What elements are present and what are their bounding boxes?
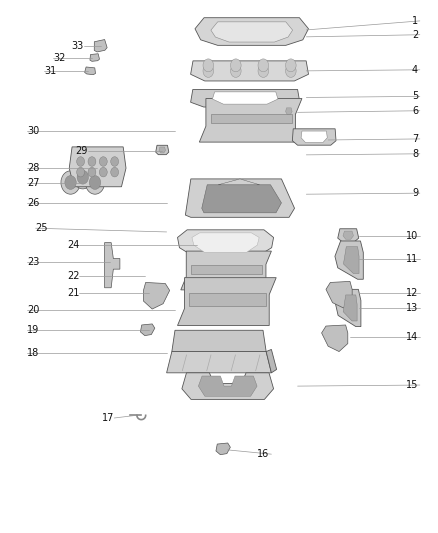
- Text: 5: 5: [412, 91, 418, 101]
- Polygon shape: [218, 179, 260, 185]
- Polygon shape: [202, 185, 282, 213]
- Polygon shape: [191, 90, 300, 107]
- Polygon shape: [182, 373, 274, 399]
- Text: 19: 19: [27, 325, 39, 335]
- Polygon shape: [266, 350, 277, 373]
- Polygon shape: [69, 147, 126, 187]
- Polygon shape: [141, 324, 155, 336]
- Polygon shape: [321, 325, 348, 352]
- Circle shape: [61, 171, 80, 194]
- Text: 2: 2: [412, 30, 418, 40]
- Text: 27: 27: [27, 177, 39, 188]
- Circle shape: [65, 175, 76, 189]
- Polygon shape: [198, 376, 257, 396]
- Polygon shape: [85, 67, 95, 75]
- Text: 13: 13: [406, 303, 418, 313]
- Polygon shape: [326, 281, 352, 308]
- Polygon shape: [185, 179, 294, 217]
- Polygon shape: [172, 330, 266, 352]
- Text: 11: 11: [406, 254, 418, 263]
- Text: 9: 9: [412, 188, 418, 198]
- Circle shape: [73, 165, 92, 189]
- Circle shape: [111, 157, 119, 166]
- Circle shape: [85, 171, 105, 194]
- Circle shape: [230, 59, 241, 72]
- Circle shape: [77, 170, 88, 184]
- Polygon shape: [199, 99, 302, 142]
- Text: 12: 12: [406, 288, 418, 298]
- Text: 28: 28: [27, 163, 39, 173]
- Polygon shape: [211, 22, 293, 42]
- Text: 6: 6: [412, 106, 418, 116]
- Text: 23: 23: [27, 257, 39, 267]
- Polygon shape: [90, 54, 99, 61]
- Circle shape: [99, 157, 107, 166]
- Circle shape: [77, 167, 85, 177]
- Polygon shape: [191, 265, 262, 273]
- Text: 21: 21: [67, 288, 79, 298]
- Circle shape: [258, 64, 268, 77]
- Circle shape: [258, 59, 268, 72]
- Polygon shape: [166, 352, 272, 373]
- Polygon shape: [181, 251, 272, 290]
- Polygon shape: [343, 295, 357, 321]
- Circle shape: [230, 64, 241, 77]
- Circle shape: [203, 59, 214, 72]
- Circle shape: [286, 59, 296, 72]
- Circle shape: [286, 64, 296, 77]
- Polygon shape: [189, 293, 266, 306]
- Polygon shape: [177, 278, 276, 326]
- Text: 16: 16: [258, 449, 270, 459]
- Polygon shape: [283, 106, 295, 117]
- Text: 25: 25: [35, 223, 48, 233]
- Polygon shape: [338, 229, 359, 241]
- Polygon shape: [191, 61, 308, 81]
- Circle shape: [203, 64, 214, 77]
- Circle shape: [111, 167, 119, 177]
- Polygon shape: [94, 39, 107, 52]
- Polygon shape: [195, 18, 308, 45]
- Polygon shape: [192, 233, 259, 252]
- Polygon shape: [159, 147, 166, 153]
- Text: 20: 20: [27, 305, 39, 315]
- Text: 15: 15: [406, 380, 418, 390]
- Circle shape: [88, 167, 96, 177]
- Text: 8: 8: [412, 149, 418, 159]
- Polygon shape: [155, 146, 169, 155]
- Circle shape: [77, 157, 85, 166]
- Circle shape: [88, 157, 96, 166]
- Text: 1: 1: [412, 16, 418, 26]
- Polygon shape: [211, 114, 292, 123]
- Text: 18: 18: [27, 348, 39, 358]
- Text: 31: 31: [44, 66, 57, 76]
- Text: 14: 14: [406, 332, 418, 342]
- Text: 24: 24: [67, 240, 79, 250]
- Polygon shape: [212, 92, 278, 104]
- Text: 26: 26: [27, 198, 39, 208]
- Polygon shape: [286, 108, 292, 115]
- Text: 32: 32: [53, 53, 65, 62]
- Polygon shape: [216, 443, 230, 455]
- Polygon shape: [335, 241, 363, 279]
- Text: 4: 4: [412, 65, 418, 75]
- Text: 17: 17: [102, 413, 114, 423]
- Text: 33: 33: [71, 41, 84, 51]
- Polygon shape: [144, 282, 170, 309]
- Text: 7: 7: [412, 134, 418, 144]
- Polygon shape: [343, 231, 353, 239]
- Polygon shape: [292, 129, 336, 145]
- Circle shape: [89, 175, 101, 189]
- Text: 10: 10: [406, 231, 418, 241]
- Polygon shape: [177, 230, 274, 255]
- Polygon shape: [301, 131, 327, 142]
- Polygon shape: [336, 289, 361, 327]
- Polygon shape: [343, 247, 359, 273]
- Text: 30: 30: [27, 126, 39, 136]
- Text: 29: 29: [76, 146, 88, 156]
- Polygon shape: [105, 243, 120, 288]
- Text: 22: 22: [67, 271, 79, 281]
- Circle shape: [99, 167, 107, 177]
